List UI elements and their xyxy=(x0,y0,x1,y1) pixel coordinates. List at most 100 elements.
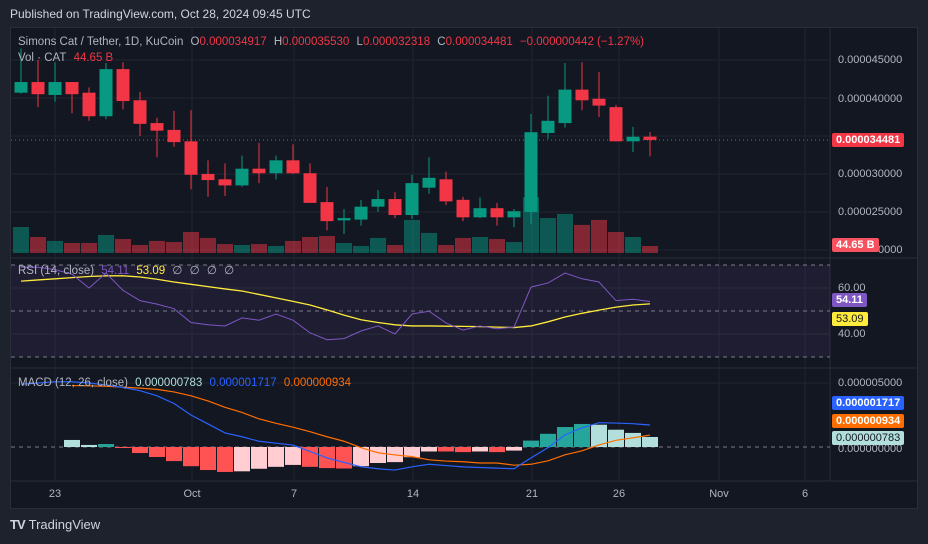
candle-body xyxy=(507,211,521,218)
macd-histogram-bar xyxy=(455,447,471,453)
candle-body xyxy=(99,69,113,117)
symbol-legend: Simons Cat / Tether, 1D, KuCoin O 0.00003… xyxy=(18,36,648,48)
volume-label[interactable]: Vol · CAT xyxy=(18,52,67,64)
volume-bar xyxy=(591,219,607,253)
price-axis-label: 0.000040000 xyxy=(838,93,903,105)
volume-bar xyxy=(608,231,624,253)
empty-value: ∅ xyxy=(206,265,217,277)
time-axis-label: Nov xyxy=(709,488,729,500)
macd-histogram-bar xyxy=(302,447,318,467)
time-axis-label: 6 xyxy=(801,488,809,500)
time-axis-label: Oct xyxy=(183,488,201,500)
candle-body xyxy=(218,179,232,186)
macd-hist-value: 0.000000783 xyxy=(135,377,203,389)
volume-bar xyxy=(625,237,641,253)
candle-body xyxy=(473,208,487,218)
candle-body xyxy=(48,82,62,95)
macd-legend: MACD (12, 26, close) 0.000000783 0.00000… xyxy=(18,377,355,389)
candle-body xyxy=(235,168,249,186)
volume-bar xyxy=(506,242,522,253)
macd-histogram-bar xyxy=(132,447,148,454)
macd-axis-label: 0.000000000 xyxy=(838,443,903,455)
volume-bar xyxy=(98,234,114,253)
close-label: C xyxy=(437,36,446,48)
candle-body xyxy=(286,160,300,174)
candle-body xyxy=(422,177,436,188)
rsi-ma-line xyxy=(20,275,651,329)
volume-bar xyxy=(285,240,301,253)
low-value: 0.000032318 xyxy=(362,36,431,48)
macd-histogram-bar xyxy=(336,447,352,469)
signal-value: 0.000000934 xyxy=(283,377,352,389)
candle-body xyxy=(626,136,640,142)
macd-histogram-bar xyxy=(404,447,420,458)
volume-tag: 44.65 B xyxy=(832,238,879,252)
candle-body xyxy=(490,208,504,218)
macd-histogram-bar xyxy=(523,440,539,447)
high-label: H xyxy=(273,36,283,48)
macd-histogram-bar xyxy=(608,429,624,447)
rsi-label[interactable]: RSI (14, close) xyxy=(18,265,95,277)
volume-bar xyxy=(166,242,182,253)
candle-body xyxy=(456,199,470,218)
volume-bar xyxy=(404,219,420,253)
candle-body xyxy=(184,141,198,175)
candle-body xyxy=(592,98,606,106)
volume-bar xyxy=(540,218,556,253)
macd-histogram-bar xyxy=(472,447,488,452)
macd-histogram-bar xyxy=(353,447,369,467)
volume-bar xyxy=(319,236,335,253)
histogram-tag: 0.000000783 xyxy=(832,431,905,445)
macd-histogram-bar xyxy=(64,439,80,447)
chart-frame[interactable] xyxy=(10,27,918,509)
time-axis-label: 21 xyxy=(525,488,539,500)
published-caption: Published on TradingView.com, Oct 28, 20… xyxy=(10,7,311,21)
macd-histogram-bar xyxy=(268,447,284,467)
macd-histogram-bar xyxy=(81,444,97,447)
macd-histogram-bar xyxy=(370,447,386,463)
time-axis-label: 23 xyxy=(48,488,62,500)
volume-bar xyxy=(302,237,318,253)
volume-bar xyxy=(217,244,233,253)
candle-body xyxy=(575,89,589,101)
time-axis-label: 26 xyxy=(612,488,626,500)
price-axis-label: 0000 xyxy=(878,244,903,256)
macd-histogram-bar xyxy=(234,447,250,472)
time-axis-label: 7 xyxy=(290,488,298,500)
volume-bar xyxy=(234,245,250,253)
macd-label[interactable]: MACD (12, 26, close) xyxy=(18,377,128,389)
candle-body xyxy=(320,202,334,222)
price-axis-label: 0.000045000 xyxy=(838,54,903,66)
macd-histogram-bar xyxy=(557,427,573,447)
rsi-line xyxy=(21,266,651,341)
volume-bar xyxy=(132,245,148,253)
candle-body xyxy=(354,206,368,220)
volume-bar xyxy=(421,232,437,253)
macd-histogram-bar xyxy=(200,447,216,471)
price-axis-label: 0.000030000 xyxy=(838,168,903,180)
candle-body xyxy=(303,173,317,203)
volume-bar xyxy=(183,231,199,253)
candle-body xyxy=(524,132,538,212)
rsi-ma-value: 53.09 xyxy=(136,265,166,277)
candle-body xyxy=(558,89,572,124)
last-price-tag: 0.000034481 xyxy=(832,133,905,147)
candle-body xyxy=(31,82,45,95)
volume-bar xyxy=(336,242,352,253)
macd-histogram-bar xyxy=(166,447,182,462)
symbol-title[interactable]: Simons Cat / Tether, 1D, KuCoin xyxy=(18,36,184,48)
low-label: L xyxy=(356,36,363,48)
candle-body xyxy=(405,183,419,216)
rsi-axis-label: 60.00 xyxy=(838,282,866,294)
signal-tag: 0.000000934 xyxy=(832,414,905,428)
rsi-ma-tag: 53.09 xyxy=(832,312,868,326)
rsi-legend: RSI (14, close) 54.11 53.09 ∅ ∅ ∅ ∅ xyxy=(18,263,238,277)
tradingview-logo[interactable]: TV TradingView xyxy=(10,517,100,532)
open-label: O xyxy=(190,36,200,48)
volume-bar xyxy=(489,239,505,253)
macd-histogram-bar xyxy=(115,447,131,448)
candle-body xyxy=(269,160,283,174)
candle-body xyxy=(643,136,657,140)
macd-histogram-bar xyxy=(540,433,556,447)
